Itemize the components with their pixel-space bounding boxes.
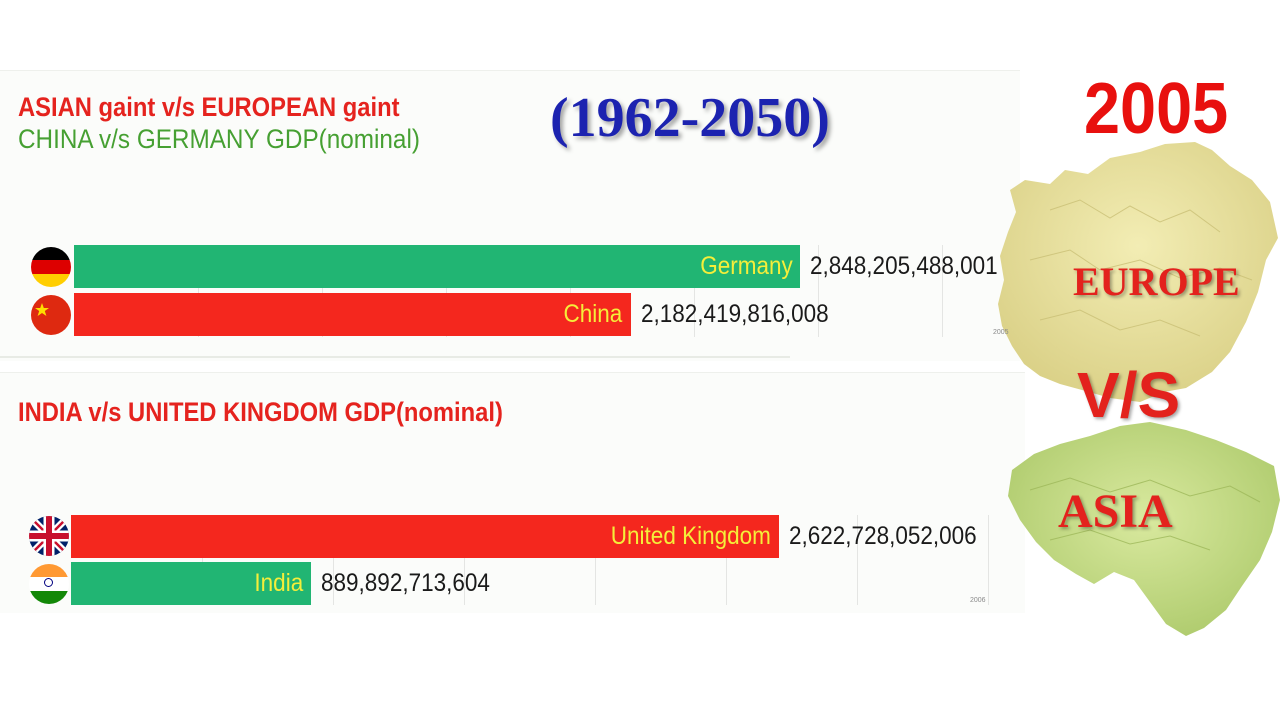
bar-germany: Germany: [74, 245, 801, 288]
china-flag-icon: [31, 295, 71, 335]
grid-line: [694, 245, 695, 337]
chart-title-2: INDIA v/s UNITED KINGDOM GDP(nominal): [18, 397, 503, 427]
asia-map-shape: [1008, 422, 1280, 636]
europe-asia-map-illustration: [998, 142, 1280, 636]
bar-label-germany: Germany: [699, 252, 793, 280]
grid-line: [202, 515, 203, 605]
year-watermark-1: 2005: [993, 329, 1009, 336]
bar-united-kingdom: United Kingdom: [71, 515, 779, 558]
chart-title-1: ASIAN gaint v/s EUROPEAN gaint: [18, 92, 400, 122]
bar-label-india: India: [254, 569, 304, 597]
year-range-title: (1962-2050): [550, 87, 830, 149]
grid-line: [446, 245, 447, 337]
value-label-germany: 2,848,205,488,001: [810, 252, 999, 280]
uk-flag-icon: [29, 516, 69, 556]
grid-line: [818, 245, 819, 337]
grid-line: [570, 245, 571, 337]
chart-subtitle-1: CHINA v/s GERMANY GDP(nominal): [18, 124, 420, 154]
bar-china: China: [74, 293, 631, 336]
asia-label: ASIA: [1058, 485, 1173, 538]
value-label-china: 2,182,419,816,008: [640, 300, 829, 328]
grid-line: [333, 515, 334, 605]
panel-divider: [0, 356, 790, 358]
current-year: 2005: [1084, 69, 1229, 149]
grid-line: [726, 515, 727, 605]
versus-label: V/S: [1077, 359, 1181, 431]
grid-line: [198, 245, 199, 337]
grid-line: [988, 515, 989, 605]
grid-line: [857, 515, 858, 605]
india-flag-icon: [29, 564, 69, 604]
grid-line: [942, 245, 943, 337]
grid-line: [464, 515, 465, 605]
germany-flag-icon: [31, 247, 71, 287]
bar-label-united-kingdom: United Kingdom: [610, 522, 771, 550]
grid-line: [595, 515, 596, 605]
bar-india: India: [71, 562, 312, 605]
value-label-united-kingdom: 2,622,728,052,006: [788, 522, 977, 550]
value-label-india: 889,892,713,604: [321, 569, 491, 597]
year-watermark-2: 2006: [970, 597, 986, 604]
europe-label: EUROPE: [1073, 259, 1240, 304]
bar-label-china: China: [563, 300, 623, 328]
europe-map-shape: [998, 142, 1278, 402]
grid-line: [322, 245, 323, 337]
